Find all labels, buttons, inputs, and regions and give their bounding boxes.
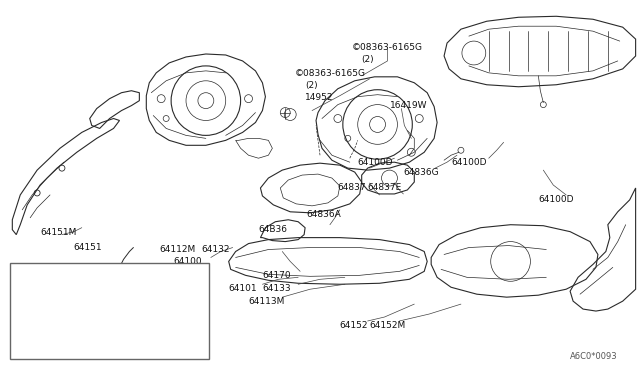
Text: 64100D: 64100D xyxy=(538,195,574,204)
Text: 64100D: 64100D xyxy=(451,158,486,167)
Text: 64101: 64101 xyxy=(228,284,257,293)
Text: 64152: 64152 xyxy=(340,321,369,330)
Text: ©08363-6165G: ©08363-6165G xyxy=(352,43,423,52)
Text: 64837: 64837 xyxy=(338,183,367,192)
Text: 64112M: 64112M xyxy=(159,244,195,254)
Text: 64133: 64133 xyxy=(262,284,291,293)
Text: SEE SEC.750: SEE SEC.750 xyxy=(60,337,118,346)
Text: 64151: 64151 xyxy=(74,243,102,251)
Text: ©08363-6165G: ©08363-6165G xyxy=(295,69,366,78)
Text: 64100DB: 64100DB xyxy=(42,297,84,306)
Text: 64100: 64100 xyxy=(173,257,202,266)
Text: 64837E: 64837E xyxy=(367,183,402,192)
Text: 64836A: 64836A xyxy=(306,210,341,219)
Text: 64B36: 64B36 xyxy=(259,225,287,234)
Text: 64100D: 64100D xyxy=(358,158,393,167)
Text: 64170: 64170 xyxy=(262,271,291,280)
Text: 14952: 14952 xyxy=(305,93,333,102)
Text: 64152M: 64152M xyxy=(370,321,406,330)
Text: 64132: 64132 xyxy=(201,244,229,254)
Text: (2): (2) xyxy=(362,55,374,64)
Text: A6C0*0093: A6C0*0093 xyxy=(570,352,618,361)
Text: 64100DA: 64100DA xyxy=(54,281,95,290)
Text: 16419W: 16419W xyxy=(390,101,427,110)
Text: (2): (2) xyxy=(305,81,317,90)
Text: 64151M: 64151M xyxy=(40,228,77,237)
Text: 64113M: 64113M xyxy=(248,297,285,306)
Bar xyxy=(10,263,209,359)
Text: 64836G: 64836G xyxy=(403,168,439,177)
